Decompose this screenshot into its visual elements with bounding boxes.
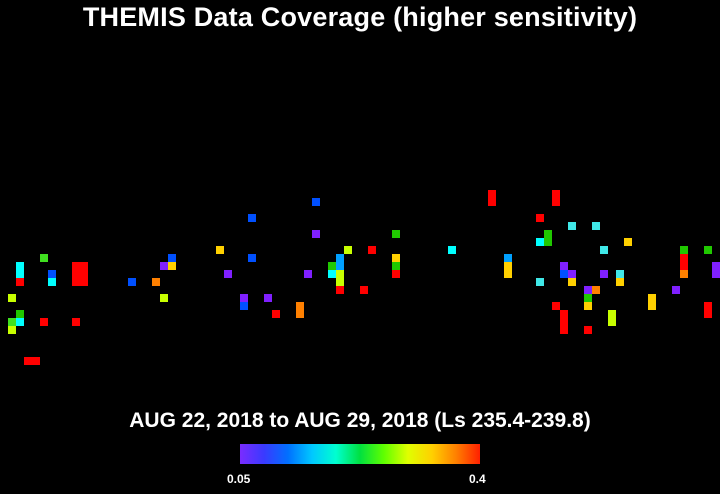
coverage-tile <box>584 286 592 294</box>
coverage-tile <box>48 270 56 278</box>
coverage-tile <box>552 190 560 206</box>
coverage-tile <box>568 222 576 230</box>
coverage-tile <box>392 262 400 270</box>
coverage-tile <box>168 254 176 262</box>
coverage-tile <box>680 270 688 278</box>
coverage-tile <box>704 302 712 318</box>
coverage-swaths <box>8 190 720 365</box>
coverage-tile <box>16 310 24 318</box>
coverage-tile <box>40 318 48 326</box>
coverage-tile <box>568 270 576 278</box>
coverage-tile <box>16 262 24 270</box>
coverage-tile <box>488 190 496 206</box>
coverage-tile <box>216 246 224 254</box>
coverage-tile <box>344 246 352 254</box>
coverage-tile <box>8 326 16 334</box>
coverage-tile <box>240 294 248 302</box>
coverage-tile <box>248 214 256 222</box>
coverage-tile <box>312 230 320 238</box>
coverage-tile <box>600 270 608 278</box>
coverage-tile <box>504 254 512 262</box>
coverage-tile <box>296 302 304 318</box>
coverage-tile <box>392 254 400 262</box>
coverage-tile <box>168 262 176 270</box>
colorbar-gradient <box>240 444 480 464</box>
coverage-tile <box>128 278 136 286</box>
date-range-label: AUG 22, 2018 to AUG 29, 2018 (Ls 235.4-2… <box>129 409 591 432</box>
coverage-tile <box>368 246 376 254</box>
coverage-tile <box>560 262 568 270</box>
coverage-tile <box>560 270 568 278</box>
coverage-tile <box>16 318 24 326</box>
coverage-tile <box>536 238 544 246</box>
coverage-tile <box>248 254 256 262</box>
colorbar-max-label: 0.4 <box>469 472 486 486</box>
coverage-tile <box>680 254 688 270</box>
coverage-tile <box>712 262 720 278</box>
colorbar-min-label: 0.05 <box>227 472 251 486</box>
coverage-tile <box>336 254 344 270</box>
coverage-tile <box>16 278 24 286</box>
coverage-tile <box>584 326 592 334</box>
coverage-tile <box>160 262 168 270</box>
coverage-tile <box>552 302 560 310</box>
coverage-tile <box>40 254 48 262</box>
coverage-tile <box>536 214 544 222</box>
coverage-tile <box>72 318 80 326</box>
coverage-tile <box>152 278 160 286</box>
coverage-tile <box>360 286 368 294</box>
coverage-tile <box>160 294 168 302</box>
coverage-tile <box>584 294 592 302</box>
coverage-tile <box>704 246 712 254</box>
coverage-tile <box>328 262 336 270</box>
coverage-tile <box>560 310 568 334</box>
coverage-tile <box>392 230 400 238</box>
colorbar <box>240 444 480 464</box>
coverage-tile <box>304 270 312 278</box>
coverage-tile <box>264 294 272 302</box>
coverage-tile <box>312 198 320 206</box>
coverage-tile <box>224 270 232 278</box>
coverage-tile <box>672 286 680 294</box>
coverage-tile <box>616 278 624 286</box>
coverage-tile <box>592 222 600 230</box>
coverage-tile <box>336 270 344 286</box>
map-title: THEMIS Data Coverage (higher sensitivity… <box>82 2 638 32</box>
coverage-tile <box>608 310 616 326</box>
coverage-tile <box>24 357 40 365</box>
coverage-tile <box>544 230 552 246</box>
coverage-tile <box>272 310 280 318</box>
coverage-tile <box>592 286 600 294</box>
coverage-tile <box>504 262 512 278</box>
coverage-tile <box>240 302 248 310</box>
coverage-tile <box>616 270 624 278</box>
coverage-tile <box>584 302 592 310</box>
coverage-tile <box>72 262 88 286</box>
coverage-tile <box>624 238 632 246</box>
coverage-tile <box>448 246 456 254</box>
coverage-tile <box>600 246 608 254</box>
coverage-tile <box>648 294 656 310</box>
coverage-tile <box>8 294 16 302</box>
coverage-tile <box>8 318 16 326</box>
coverage-tile <box>536 278 544 286</box>
coverage-tile <box>336 286 344 294</box>
coverage-tile <box>16 270 24 278</box>
coverage-tile <box>328 270 336 278</box>
coverage-tile <box>568 278 576 286</box>
coverage-tile <box>680 246 688 254</box>
coverage-tile <box>392 270 400 278</box>
coverage-tile <box>48 278 56 286</box>
